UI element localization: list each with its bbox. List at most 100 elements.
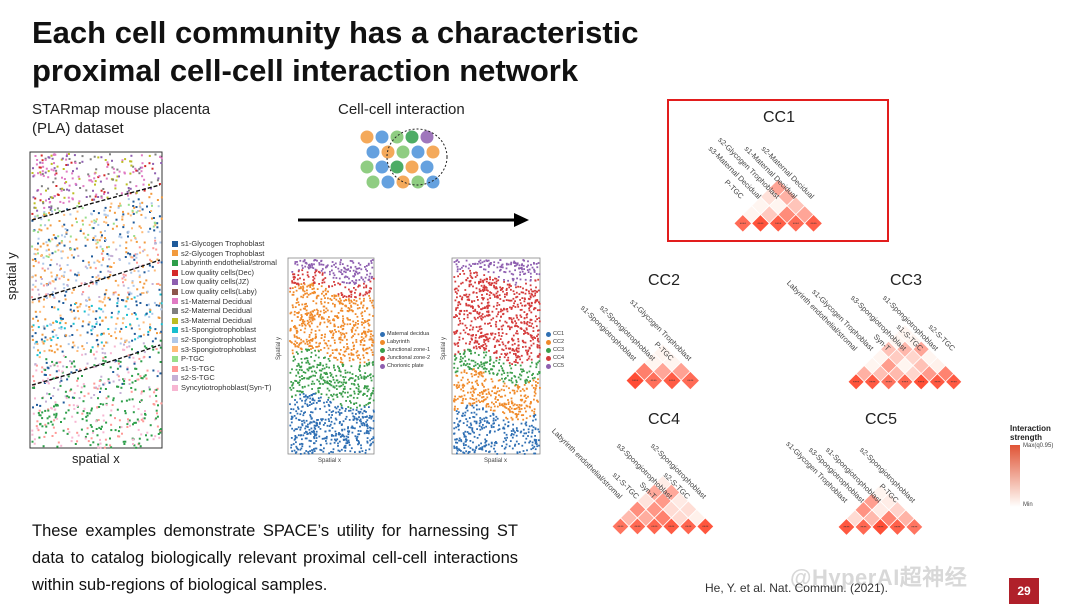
- cell-point: [137, 373, 140, 376]
- map-point: [372, 420, 375, 422]
- cell-point: [46, 366, 49, 369]
- map-point: [301, 324, 304, 327]
- cell-point: [75, 369, 78, 372]
- map-point: [317, 397, 320, 399]
- cell-point: [81, 219, 84, 222]
- cell-point: [100, 425, 103, 428]
- map-point: [300, 410, 303, 413]
- cell-point: [114, 184, 117, 187]
- map-point: [494, 287, 497, 290]
- cell-point: [31, 276, 34, 279]
- map-point: [330, 438, 333, 441]
- map-point: [313, 442, 316, 445]
- map-point: [332, 302, 334, 305]
- map-point: [339, 283, 341, 286]
- map-point: [367, 331, 369, 333]
- map-point: [365, 403, 368, 406]
- map-point: [499, 379, 501, 381]
- cell-point: [102, 188, 105, 190]
- cc-legend-item: CC1: [546, 330, 564, 338]
- map-point: [511, 277, 514, 280]
- cell-point: [128, 378, 131, 381]
- map-point: [311, 380, 314, 383]
- map-point: [526, 353, 529, 356]
- legend-label: s1-Maternal Decidual: [181, 296, 252, 306]
- map-point: [366, 273, 368, 276]
- cell-point: [118, 259, 121, 261]
- map-point: [455, 374, 458, 377]
- cell-point: [50, 275, 53, 278]
- map-point: [367, 402, 370, 405]
- cell-point: [31, 440, 34, 443]
- map-point: [514, 444, 516, 447]
- cell-point: [68, 158, 71, 160]
- map-point: [493, 409, 496, 412]
- cell-point: [91, 180, 94, 183]
- map-point: [353, 275, 355, 278]
- cell-point: [134, 367, 137, 370]
- map-point: [358, 365, 361, 368]
- map-point: [311, 337, 314, 340]
- cell-point: [59, 345, 62, 348]
- map-point: [308, 395, 311, 397]
- map-point: [471, 368, 474, 371]
- map-point: [527, 260, 529, 263]
- cell-point: [115, 225, 118, 228]
- map-point: [501, 328, 503, 331]
- map-point: [504, 378, 506, 380]
- map-point: [294, 438, 297, 440]
- cell-point: [89, 158, 92, 161]
- map-point: [325, 292, 328, 295]
- map-point: [509, 371, 512, 374]
- map-point: [346, 338, 348, 341]
- cell-point: [158, 230, 161, 233]
- map-point: [457, 289, 460, 292]
- map-point: [332, 434, 335, 437]
- map-point: [453, 288, 456, 291]
- map-point: [344, 438, 347, 441]
- map-point: [342, 320, 344, 322]
- cell-point: [93, 198, 96, 201]
- interaction-heatmap: **** **** **** **** **** **** ****: [847, 324, 963, 391]
- cell-icon: [366, 175, 380, 189]
- map-point: [524, 381, 527, 383]
- cell-point: [51, 210, 53, 213]
- map-point: [521, 444, 524, 447]
- cell-point: [104, 316, 107, 319]
- map-point: [534, 307, 537, 310]
- map-point: [481, 279, 484, 282]
- cell-point: [120, 386, 123, 389]
- map-point: [344, 444, 347, 447]
- map-point: [472, 310, 475, 312]
- map-point: [337, 442, 339, 445]
- cell-point: [154, 337, 157, 340]
- cell-point: [158, 317, 161, 319]
- map-point: [293, 415, 296, 417]
- map-point: [483, 287, 486, 290]
- cell-point: [105, 443, 108, 446]
- cell-point: [41, 366, 44, 369]
- map-point: [519, 410, 522, 413]
- map-point: [329, 330, 331, 333]
- map-point: [476, 274, 479, 277]
- map-point: [330, 384, 333, 387]
- map-point: [484, 438, 487, 441]
- map-point: [308, 341, 311, 344]
- cell-point: [150, 434, 153, 437]
- map-point: [470, 387, 473, 390]
- map-point: [315, 302, 318, 305]
- cell-point: [34, 248, 37, 251]
- map-point: [526, 388, 528, 390]
- watermark: @HyperAI超神经: [790, 565, 968, 590]
- cell-point: [159, 431, 162, 434]
- map-point: [474, 364, 477, 367]
- cell-point: [128, 345, 131, 348]
- map-point: [344, 350, 347, 353]
- cell-point: [124, 278, 127, 281]
- map-point: [362, 349, 365, 352]
- map-point: [299, 413, 302, 416]
- cell-point: [106, 165, 109, 168]
- map-point: [465, 372, 468, 374]
- map-point: [537, 428, 540, 431]
- map-point: [499, 356, 501, 358]
